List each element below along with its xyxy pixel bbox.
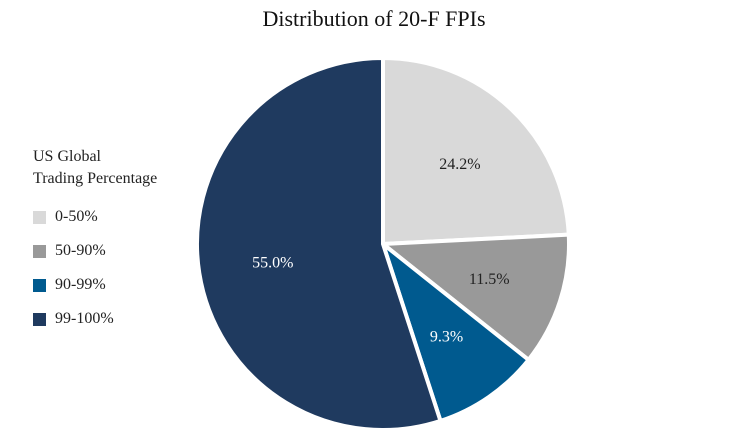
- legend-item-90-99%: 90-99%: [33, 274, 183, 296]
- legend-item-0-50%: 0-50%: [33, 206, 183, 228]
- legend-title: US Global Trading Percentage: [33, 146, 183, 190]
- pie-slice-50-90%: [381, 232, 571, 362]
- chart-title: Distribution of 20-F FPIs: [262, 6, 486, 31]
- legend-title-line-1: US Global: [33, 148, 101, 165]
- legend-item-99-100%: 99-100%: [33, 308, 183, 330]
- legend-item-50-90%: 50-90%: [33, 240, 183, 262]
- legend: US Global Trading Percentage 0-50% 50-90%…: [33, 146, 183, 342]
- legend-title-line-2: Trading Percentage: [33, 170, 158, 187]
- legend-swatch: [33, 244, 46, 258]
- legend-label: 99-100%: [55, 310, 114, 327]
- legend-swatch: [33, 312, 46, 326]
- slice-value-label: 55.0%: [252, 254, 293, 271]
- pie-slice-90-99%: [381, 242, 531, 423]
- legend-swatch: [33, 278, 46, 292]
- legend-label: 0-50%: [55, 208, 98, 225]
- pie-slice-0-50%: [381, 56, 571, 246]
- slice-value-label: 11.5%: [469, 271, 510, 288]
- legend-label: 90-99%: [55, 276, 106, 293]
- legend-label: 50-90%: [55, 242, 106, 259]
- pie-slice-99-100%: [195, 56, 443, 432]
- slice-value-label: 24.2%: [439, 156, 480, 173]
- legend-swatch: [33, 210, 46, 224]
- slice-value-label: 9.3%: [430, 329, 463, 346]
